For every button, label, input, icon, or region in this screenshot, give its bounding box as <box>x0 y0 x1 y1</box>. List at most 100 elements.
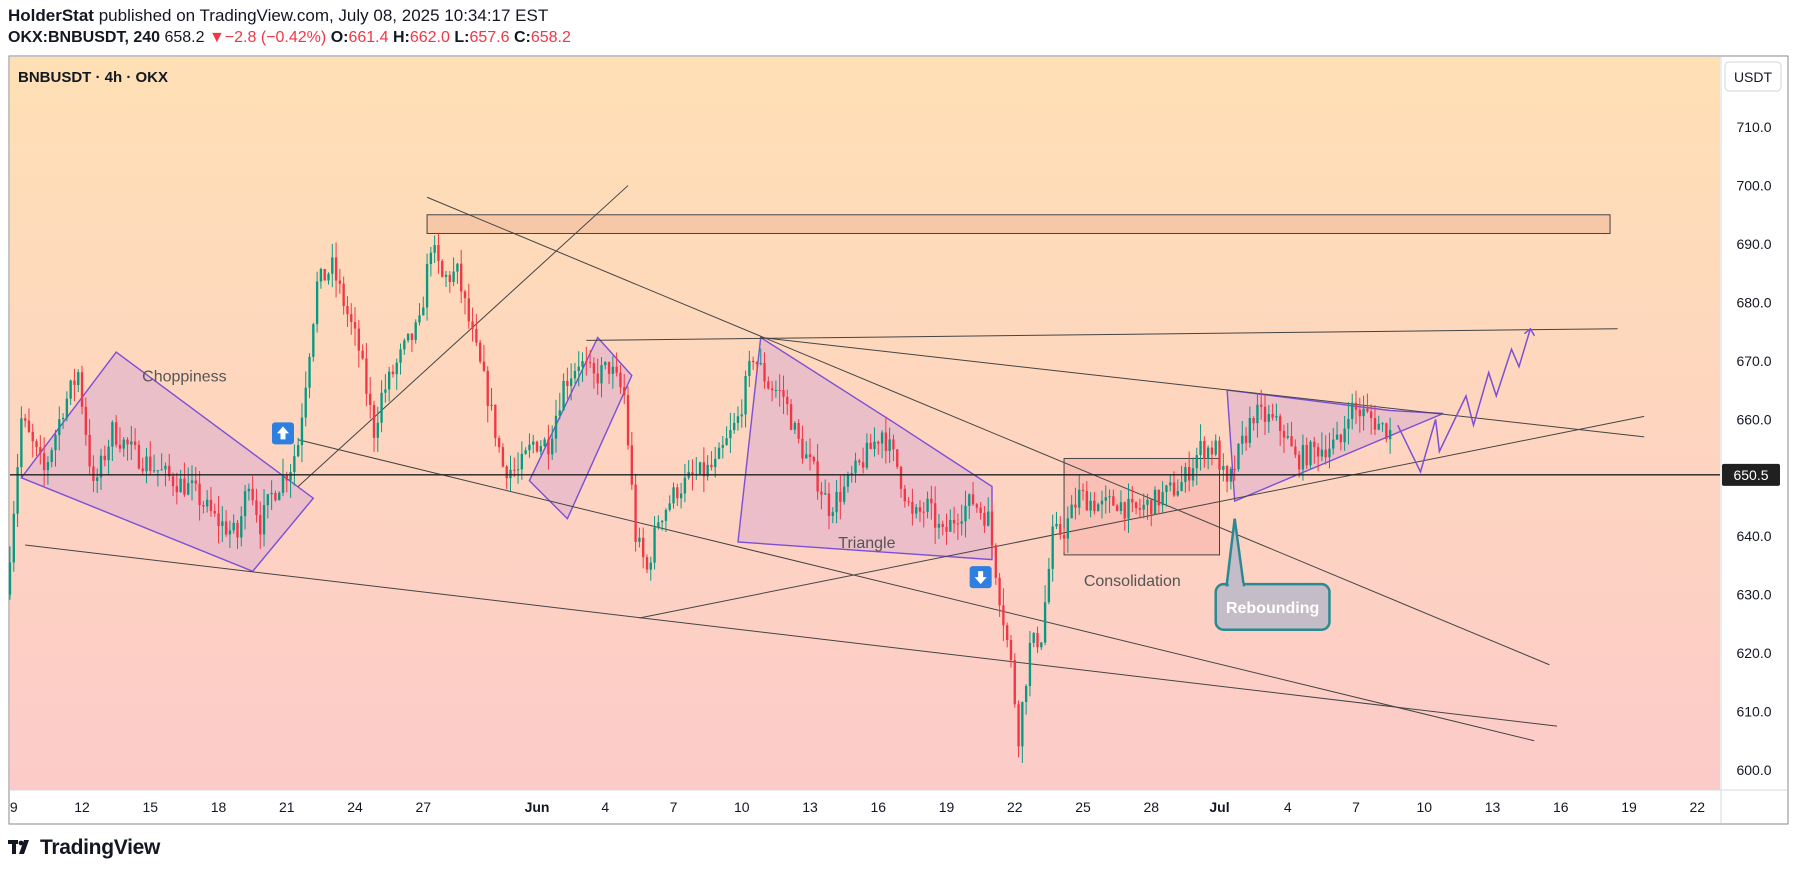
candle-body <box>425 263 429 308</box>
x-tick-label: 16 <box>870 799 886 815</box>
x-tick-label: 4 <box>601 799 609 815</box>
candle-body <box>1040 642 1043 648</box>
candle <box>406 333 410 343</box>
candle <box>346 296 349 327</box>
candle-body <box>805 454 808 459</box>
price-chart[interactable]: Choppiness Triangle Consolidation Reboundin… <box>0 0 1796 830</box>
candle <box>1062 527 1066 553</box>
candle-body <box>767 381 770 389</box>
candle <box>676 483 679 506</box>
candle <box>649 556 652 581</box>
candle <box>808 438 812 471</box>
candle <box>1373 405 1377 436</box>
candle <box>899 465 903 498</box>
currency-button[interactable] <box>1724 61 1782 92</box>
price-axis[interactable] <box>1721 57 1787 821</box>
candle-body <box>1074 504 1077 508</box>
candle <box>1036 626 1039 653</box>
candle <box>1085 481 1088 511</box>
upper-descending-trendline[interactable] <box>426 196 1550 666</box>
candle-body <box>975 504 979 508</box>
candle-body <box>27 420 31 432</box>
candle <box>433 235 436 264</box>
candle-body <box>1381 423 1384 425</box>
candle <box>1157 489 1161 514</box>
projection-path[interactable] <box>1397 328 1532 474</box>
candle-body <box>1055 523 1058 527</box>
last-price: 658.2 <box>164 29 205 46</box>
candle <box>61 413 65 429</box>
candle <box>733 412 736 434</box>
candle-body <box>494 404 497 439</box>
candle <box>588 350 592 369</box>
pennant-top-line[interactable] <box>760 337 1645 438</box>
candle <box>16 453 19 527</box>
lower-trendline[interactable] <box>25 544 1558 727</box>
candle-body <box>846 474 850 487</box>
candle <box>448 271 451 293</box>
candle <box>1222 453 1225 482</box>
candle-body <box>1320 449 1324 457</box>
descending-trendline[interactable] <box>298 439 1535 742</box>
undefined <box>969 566 992 589</box>
candle <box>137 440 141 470</box>
candle <box>42 437 46 487</box>
candle <box>1324 435 1327 465</box>
horizontal-resistance-line[interactable] <box>586 328 1618 341</box>
rising-support-line[interactable] <box>639 415 1645 619</box>
candle <box>971 482 975 506</box>
candle-body <box>611 366 615 374</box>
candle-body <box>793 423 797 430</box>
candle-body <box>710 464 713 468</box>
candle <box>513 457 516 477</box>
candle-body <box>956 523 960 525</box>
candle-body <box>1062 534 1066 539</box>
candle <box>1180 465 1183 492</box>
candle-body <box>80 372 84 407</box>
candle-body <box>1267 414 1270 422</box>
candle-body <box>1195 455 1198 469</box>
candle <box>1089 492 1092 518</box>
candle <box>949 509 952 532</box>
candle-body <box>259 515 262 535</box>
candle-body <box>1176 490 1179 496</box>
ascending-trendline[interactable] <box>297 185 629 487</box>
tradingview-logo[interactable]: TradingView <box>8 834 160 862</box>
resistance-zone[interactable] <box>426 214 1611 234</box>
candle-body <box>683 477 687 494</box>
candle-body <box>770 388 774 391</box>
rebounding-callout[interactable]: Rebounding <box>1214 518 1331 631</box>
change-arrow-icon: ▼ <box>208 29 225 46</box>
candle <box>1188 451 1191 492</box>
x-tick-label: 24 <box>347 799 363 815</box>
candle-body <box>952 520 956 524</box>
candle <box>300 403 304 463</box>
candle-body <box>1305 444 1308 466</box>
candle <box>1370 404 1373 435</box>
rising-channel[interactable] <box>528 336 633 520</box>
candle-body <box>702 462 706 477</box>
time-axis[interactable] <box>10 790 1720 822</box>
candle <box>1142 493 1145 519</box>
candle <box>384 374 387 403</box>
candle-body <box>884 432 888 451</box>
candle <box>353 307 357 346</box>
x-tick-label: 13 <box>802 799 818 815</box>
candle-body <box>1138 508 1142 510</box>
candle <box>1055 511 1058 530</box>
candle <box>1354 390 1358 425</box>
candle <box>327 272 330 285</box>
candle-body <box>1199 441 1202 456</box>
candle <box>456 262 459 284</box>
candle-body <box>1066 518 1070 539</box>
candle-body <box>1134 502 1138 509</box>
candle-body <box>945 526 948 532</box>
candle <box>1078 475 1081 515</box>
author-name[interactable]: HolderStat <box>8 6 94 25</box>
candle-body <box>130 441 133 445</box>
candle-body <box>145 456 148 472</box>
low-label: L: <box>454 29 470 46</box>
candle-body <box>278 492 281 501</box>
candle <box>156 470 160 487</box>
candle <box>1351 393 1354 430</box>
